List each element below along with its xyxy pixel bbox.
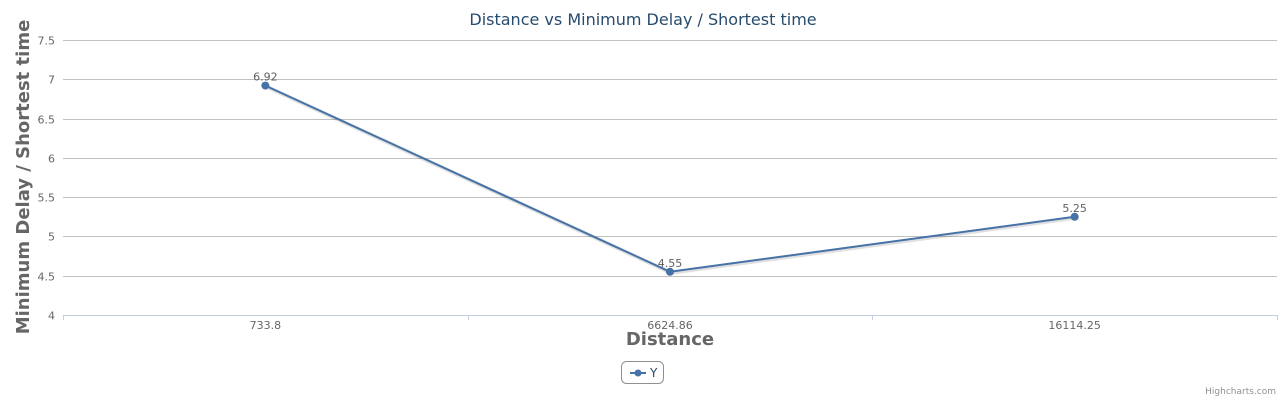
series-y bbox=[261, 81, 1079, 276]
y-tick-label: 6.5 bbox=[38, 114, 56, 127]
data-label: 5.25 bbox=[1062, 202, 1087, 215]
data-label: 4.55 bbox=[658, 257, 683, 270]
legend[interactable]: Y bbox=[621, 361, 664, 384]
series-line bbox=[264, 84, 1075, 273]
data-point[interactable] bbox=[261, 81, 270, 90]
chart-title: Distance vs Minimum Delay / Shortest tim… bbox=[469, 10, 816, 29]
x-axis-title: Distance bbox=[626, 329, 714, 350]
y-tick-label: 7.5 bbox=[38, 35, 56, 48]
x-tick-label: 16114.25 bbox=[1048, 319, 1101, 332]
y-tick-label: 4.5 bbox=[38, 271, 56, 284]
x-axis bbox=[63, 315, 1278, 320]
y-tick-label: 4 bbox=[48, 310, 55, 323]
data-label: 6.92 bbox=[253, 71, 278, 84]
y-axis-tick-labels: 4 4.5 5 5.5 6 6.5 7 7.5 bbox=[38, 35, 56, 323]
data-point[interactable] bbox=[666, 267, 674, 276]
y-tick-label: 6 bbox=[48, 153, 55, 166]
y-axis-title: Minimum Delay / Shortest time bbox=[13, 20, 34, 335]
series-line-shadow bbox=[265, 84, 1076, 275]
credits-link[interactable]: Highcharts.com bbox=[1205, 387, 1276, 397]
data-labels: 6.92 4.55 5.25 bbox=[253, 71, 1087, 270]
data-point[interactable] bbox=[1070, 212, 1079, 221]
x-tick-label: 733.8 bbox=[250, 319, 282, 332]
y-tick-label: 5 bbox=[48, 231, 55, 244]
x-tick-label: 6624.86 bbox=[647, 319, 693, 332]
x-axis-tick-labels: 733.8 6624.86 16114.25 bbox=[250, 319, 1101, 332]
legend-item-y[interactable]: Y bbox=[649, 366, 658, 380]
legend-series-marker bbox=[634, 369, 642, 377]
y-tick-label: 7 bbox=[48, 74, 55, 87]
y-tick-label: 5.5 bbox=[38, 192, 56, 205]
y-gridlines bbox=[63, 40, 1277, 316]
